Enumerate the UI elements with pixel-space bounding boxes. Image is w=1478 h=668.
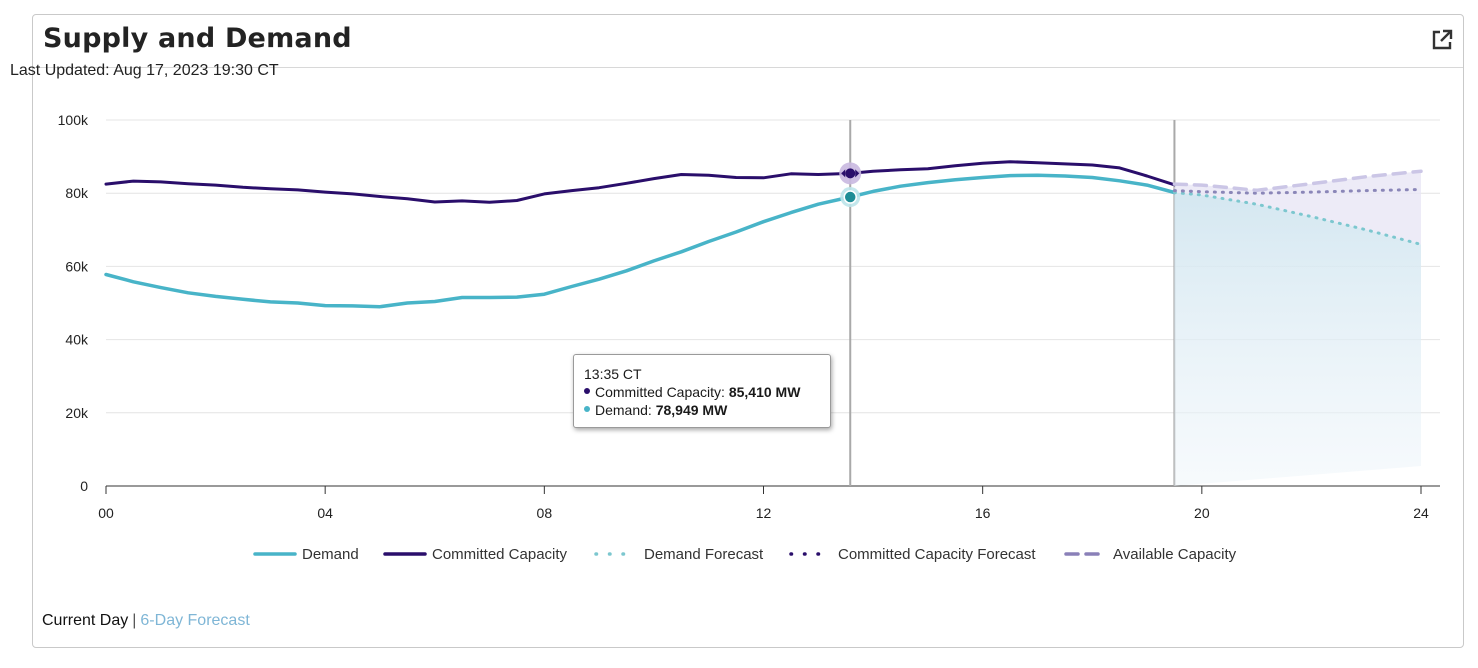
tooltip-row-committed: Committed Capacity: 85,410 MW [584,383,820,401]
chart-legend: Demand Committed Capacity Demand Forecast C… [253,546,1237,563]
chart-markers [839,162,862,208]
legend-item-demand: Demand [253,546,359,563]
tooltip-committed-value: 85,410 MW [728,384,801,400]
series-line-demand-forecast [1172,191,1423,246]
legend-item-committed-capacity-forecast: Committed Capacity Forecast [789,546,1036,563]
card-header: Supply and Demand [33,15,1463,68]
tooltip-demand-value: 78,949 MW [655,402,728,418]
demand-forecast-area [1174,192,1421,486]
y-tick-label: 60k [65,258,89,274]
x-tick-label: 00 [98,505,114,521]
chart-forecast-area [1174,171,1421,486]
footer-separator: | [132,612,137,629]
series-line-committed-capacity-forecast [1172,188,1423,195]
series-line-demand [104,173,1177,309]
tooltip-row-demand: Demand: 78,949 MW [584,401,820,419]
chart-ticks: 0 20k 40k 60k 80k 100k 00 04 08 12 16 20 24 [58,112,1429,521]
series-line-committed-capacity [104,160,1176,204]
legend-label: Committed Capacity [432,546,568,563]
chart-footer: Current Day | 6-Day Forecast [42,612,250,630]
chart-lines [104,160,1423,309]
card-title: Supply and Demand [43,23,352,54]
legend-item-available-capacity: Available Capacity [1064,546,1237,563]
drag-handle-icon [841,169,860,178]
x-tick-label: 08 [537,505,553,521]
x-tick-label: 12 [756,505,772,521]
legend-item-committed-capacity: Committed Capacity [383,546,568,563]
legend-label: Demand [302,546,359,563]
x-tick-label: 20 [1194,505,1210,521]
legend-label: Committed Capacity Forecast [838,546,1036,563]
six-day-forecast-link[interactable]: 6-Day Forecast [140,612,250,629]
legend-label: Available Capacity [1113,546,1237,563]
y-tick-label: 80k [65,185,89,201]
chart-tooltip: 13:35 CT Committed Capacity: 85,410 MW D… [573,354,831,428]
legend-item-demand-forecast: Demand Forecast [594,546,764,563]
committed-dot-icon [584,388,590,395]
tooltip-demand-label: Demand: [595,402,656,418]
x-tick-label: 04 [317,505,333,521]
last-updated: Last Updated: Aug 17, 2023 19:30 CT [10,62,279,79]
tooltip-committed-label: Committed Capacity: [595,384,729,400]
x-tick-label: 16 [975,505,991,521]
y-tick-label: 0 [80,478,88,494]
demand-dot-icon [584,406,590,413]
y-tick-label: 100k [58,112,89,128]
demand-marker-point [843,190,857,204]
current-day-tab[interactable]: Current Day [42,612,129,629]
external-link-icon[interactable] [1431,29,1453,51]
legend-label: Demand Forecast [644,546,764,563]
series-line-available-capacity [1172,169,1423,193]
y-tick-label: 40k [65,332,89,348]
tooltip-time: 13:35 CT [584,366,642,382]
x-tick-label: 24 [1413,505,1429,521]
committed-marker-point [845,168,856,179]
y-tick-label: 20k [65,405,89,421]
